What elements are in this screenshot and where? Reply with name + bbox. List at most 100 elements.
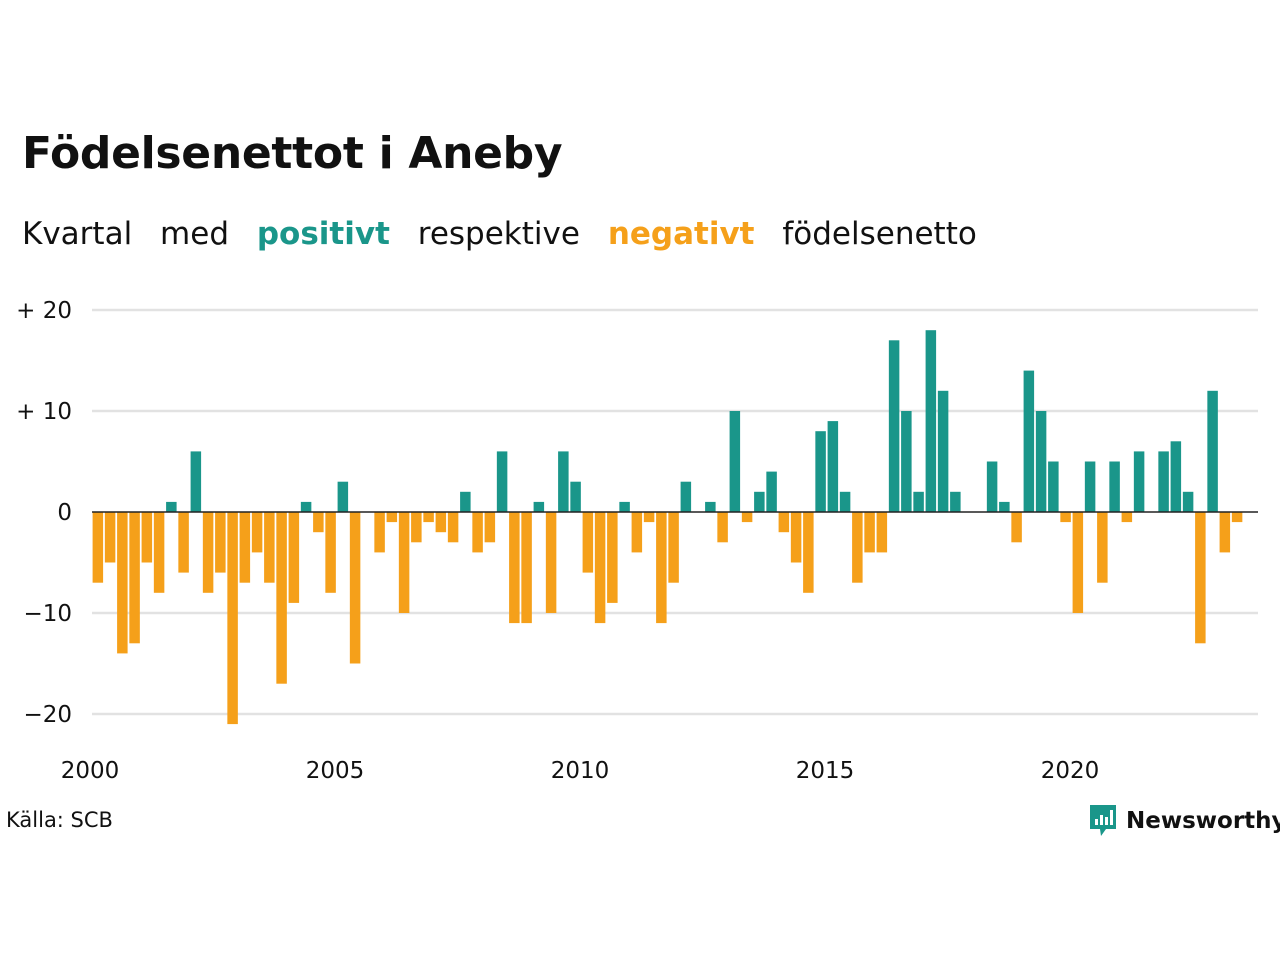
bar (423, 512, 434, 523)
x-tick-label: 2010 (551, 758, 610, 784)
bar (1072, 512, 1084, 613)
logo-text: Newsworthy (1126, 808, 1280, 834)
bar (790, 512, 802, 563)
bar (1182, 491, 1194, 512)
bar (202, 512, 214, 593)
chart-subtitle: Kvartal med positivt respektive negativt… (22, 216, 995, 252)
bar (276, 512, 287, 684)
bar (607, 512, 618, 603)
source-note: Källa: SCB (6, 808, 113, 832)
subtitle-positive: positivt (256, 216, 390, 252)
x-tick-label: 2020 (1041, 758, 1100, 784)
bar (215, 512, 226, 573)
bar (717, 512, 728, 543)
bar (570, 481, 581, 512)
bar (558, 451, 569, 512)
bar (411, 512, 422, 543)
bar (521, 512, 532, 624)
bar (472, 512, 483, 553)
bar (839, 491, 851, 512)
bar (643, 512, 655, 523)
bar (460, 491, 471, 512)
bar (1097, 512, 1108, 583)
bar (876, 512, 888, 553)
bar (251, 512, 263, 553)
bar (1060, 512, 1071, 523)
bar (1109, 461, 1120, 512)
bar (925, 330, 937, 512)
bar (1121, 512, 1133, 523)
bar (901, 411, 912, 512)
bar (190, 451, 202, 512)
bar (1084, 461, 1096, 512)
bar (153, 512, 165, 593)
bar (852, 512, 863, 583)
y-tick-label: + 10 (16, 399, 72, 425)
bar (374, 512, 385, 553)
bar (1195, 512, 1206, 644)
y-tick-label: −10 (23, 601, 72, 627)
bar (104, 512, 116, 563)
bar (1219, 512, 1231, 553)
x-tick-label: 2005 (306, 758, 365, 784)
bar (705, 501, 716, 512)
bar (92, 512, 104, 583)
bar (815, 431, 826, 512)
bar (680, 481, 692, 512)
bar (313, 512, 324, 533)
subtitle-word: Kvartal (22, 216, 133, 252)
y-tick-label: 0 (57, 500, 72, 526)
bar (227, 512, 238, 725)
bar (288, 512, 300, 603)
bar (1011, 512, 1022, 543)
bar (264, 512, 275, 583)
bar (619, 501, 630, 512)
bar (447, 512, 459, 543)
bar (435, 512, 447, 533)
chart-title: Födelsenettot i Aneby (22, 128, 563, 179)
bar (1048, 461, 1059, 512)
bar (141, 512, 153, 563)
bar (754, 491, 765, 512)
bar (1023, 370, 1035, 512)
bar (766, 471, 777, 512)
bar (668, 512, 679, 583)
bar (999, 501, 1010, 512)
bar (888, 340, 900, 512)
bar (1207, 390, 1218, 512)
bar (533, 501, 545, 512)
bar (545, 512, 557, 613)
bar (656, 512, 667, 624)
bar (337, 481, 349, 512)
bar (239, 512, 251, 583)
bar (349, 512, 361, 664)
bar (937, 390, 949, 512)
newsworthy-logo-icon (1090, 805, 1116, 836)
bar (166, 501, 177, 512)
bar (117, 512, 128, 654)
bar (496, 451, 508, 512)
bar (913, 491, 924, 512)
subtitle-negative: negativt (607, 216, 755, 252)
bar (803, 512, 814, 593)
bar (1170, 441, 1182, 512)
bar (1035, 411, 1047, 512)
bar (631, 512, 643, 553)
bar (398, 512, 410, 613)
bar (1158, 451, 1169, 512)
bar (300, 501, 312, 512)
newsworthy-logo: Newsworthy (1088, 803, 1280, 839)
subtitle-word: födelsenetto (782, 216, 977, 252)
bar (986, 461, 998, 512)
y-tick-label: + 20 (16, 298, 72, 324)
bar (864, 512, 875, 553)
x-tick-label: 2000 (61, 758, 120, 784)
y-tick-label: −20 (23, 702, 72, 728)
bar (729, 411, 741, 512)
x-tick-label: 2015 (796, 758, 855, 784)
bar (950, 491, 961, 512)
bar (509, 512, 520, 624)
bar-chart: + 20 + 10 0 −10 −20 2000 2005 2010 2015 2020 (16, 298, 1258, 784)
bar (178, 512, 189, 573)
bar (778, 512, 790, 533)
